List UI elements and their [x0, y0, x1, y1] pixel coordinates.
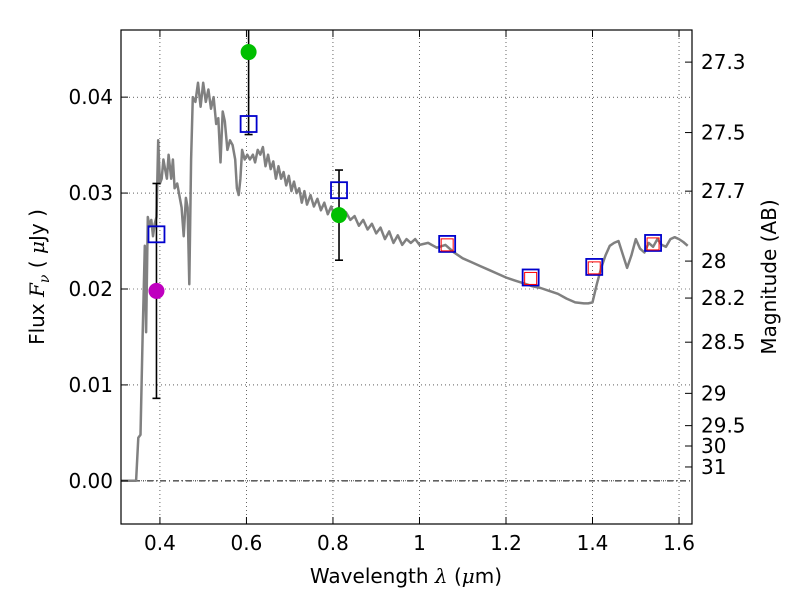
x-tick-label: 0.8: [317, 531, 349, 555]
y-axis-title-unit-mu: μ: [25, 241, 49, 254]
model-square: [585, 258, 604, 276]
inner-square: [646, 237, 660, 251]
secondary-y-axis-title: Magnitude (AB): [757, 199, 781, 354]
magnitude-tick-label: 27.3: [701, 50, 746, 74]
series-layer: [121, 30, 689, 483]
magnitude-tick-label: 29.5: [701, 414, 746, 438]
y-tick-label: 0.03: [68, 181, 113, 205]
x-axis-title-unit-open: (: [448, 564, 462, 588]
x-axis-title-symbol: λ: [434, 564, 448, 588]
y-axis-title-symbol: F: [25, 282, 49, 298]
x-tick-label: 1.4: [577, 531, 609, 555]
magnitude-tick-label: 28: [701, 249, 726, 273]
model-square: [147, 225, 166, 244]
x-tick-label: 1.6: [663, 531, 695, 555]
y-axis-title: Flux Fν ( μJy ): [25, 209, 53, 345]
model-square: [239, 115, 258, 133]
inner-square: [440, 238, 454, 252]
sed-model-line: [121, 81, 689, 483]
plot-frame: [120, 29, 693, 525]
magnitude-tick-label: 29: [701, 381, 726, 405]
x-axis-title: Wavelength λ (μm): [310, 564, 502, 588]
y-tick-label: 0.04: [68, 85, 113, 109]
y-tick-label: 0.01: [68, 373, 113, 397]
y-axis-title-subscript: ν: [37, 274, 53, 283]
plot-background: [121, 30, 692, 524]
x-tick-label: 0.6: [231, 531, 263, 555]
observed-point: [331, 207, 348, 224]
magnitude-tick-label: 28.2: [701, 286, 746, 310]
model-square: [330, 181, 348, 200]
model-square: [438, 235, 457, 253]
model-square: [521, 268, 540, 287]
magnitude-tick-label: 28.5: [701, 330, 746, 354]
magnitude-tick-label: 30: [701, 434, 726, 458]
magnitude-tick-label: 27.7: [701, 179, 746, 203]
x-axis-title-unit-mu: μ: [462, 564, 475, 588]
y-tick-label: 0.00: [68, 469, 113, 493]
magnitude-tick-label: 27.5: [701, 121, 746, 145]
observed-point: [148, 282, 165, 299]
x-axis-title-prefix: Wavelength: [310, 564, 435, 588]
ticks-layer: 0.4 0.6 0.8 1 1.2 1.4 1.6 0.00 0.01 0.02 0.03 0.04 2…: [68, 30, 746, 555]
x-tick-label: 1.2: [490, 531, 522, 555]
y-axis-title-unit-rest: Jy ): [25, 209, 49, 243]
x-axis-title-unit-rest: m): [475, 564, 502, 588]
y-axis-title-unit-open: (: [25, 254, 49, 275]
y-tick-label: 0.02: [68, 277, 113, 301]
y-axis-title-prefix: Flux: [25, 297, 49, 345]
inner-square: [524, 271, 538, 285]
inner-square: [587, 261, 601, 275]
model-square: [644, 234, 662, 252]
magnitude-tick-label: 31: [701, 455, 726, 479]
x-tick-label: 1: [413, 531, 426, 555]
x-tick-label: 0.4: [144, 531, 176, 555]
observed-point: [240, 44, 257, 61]
